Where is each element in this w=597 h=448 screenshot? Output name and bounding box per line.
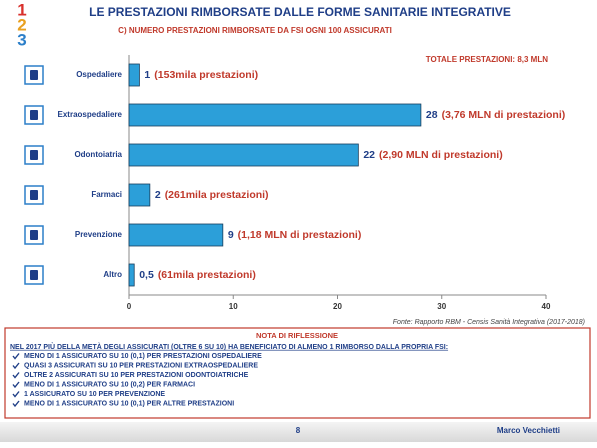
x-tick-label: 10 (229, 302, 238, 311)
icon-glyph (30, 70, 38, 80)
check-icon (12, 353, 20, 360)
note-box (4, 327, 591, 419)
x-tick-label: 40 (542, 302, 551, 311)
value-number: 1 (144, 69, 150, 81)
value-label: 2 (261mila prestazioni) (155, 189, 269, 201)
bar (128, 263, 135, 287)
icon-glyph (30, 270, 38, 280)
x-tick-label: 20 (333, 302, 342, 311)
x-tick-label: 0 (127, 302, 132, 311)
x-tick-label: 30 (437, 302, 446, 311)
value-label: 0,5 (61mila prestazioni) (139, 269, 256, 281)
icon-glyph (30, 230, 38, 240)
author: Marco Vecchietti (497, 426, 560, 435)
bar (128, 143, 359, 167)
source: Fonte: Rapporto RBM - Censis Sanità Inte… (393, 319, 585, 326)
bar (128, 63, 140, 87)
icon-glyph (30, 190, 38, 200)
check-icon (12, 381, 20, 389)
icon-glyph (30, 150, 38, 160)
chart-subtitle: C) NUMERO PRESTAZIONI RIMBORSATE DA FSI … (118, 26, 392, 35)
chart-title: LE PRESTAZIONI RIMBORSATE DALLE FORME SA… (89, 5, 511, 19)
note-item: MENO DI 1 ASSICURATO SU 10 (0,1) PER ALT… (24, 400, 234, 407)
value-annotation: (3,76 MLN di prestazioni) (442, 109, 566, 121)
logo-digit: 1 (17, 0, 26, 19)
value-number: 9 (228, 229, 234, 241)
value-label: 22 (2,90 MLN di prestazioni) (363, 149, 502, 161)
note-lead: NEL 2017 PIÙ DELLA METÀ DEGLI ASSICURATI… (10, 342, 448, 351)
check-icon (12, 391, 20, 398)
category-label: Odontoiatria (74, 150, 122, 159)
value-label: 1 (153mila prestazioni) (144, 69, 258, 81)
value-number: 2 (155, 189, 161, 201)
category-label: Prevenzione (75, 230, 123, 239)
note-item: MENO DI 1 ASSICURATO SU 10 (0,2) PER FAR… (24, 381, 195, 388)
value-annotation: (1,18 MLN di prestazioni) (238, 229, 362, 241)
logo-digit: 3 (17, 30, 26, 49)
category-label: Extraospedaliere (58, 110, 123, 119)
check-icon (12, 362, 20, 370)
category-label: Ospedaliere (76, 70, 122, 79)
check-icon (12, 372, 20, 379)
icon-glyph (30, 110, 38, 120)
value-label: 9 (1,18 MLN di prestazioni) (228, 229, 362, 241)
total-note: TOTALE PRESTAZIONI: 8,3 MLN (426, 55, 548, 64)
note-item: QUASI 3 ASSICURATI SU 10 PER PRESTAZIONI… (24, 362, 258, 369)
value-number: 22 (363, 149, 375, 161)
value-annotation: (153mila prestazioni) (154, 69, 258, 81)
category-label: Farmaci (91, 190, 122, 199)
value-annotation: (61mila prestazioni) (158, 269, 256, 281)
note-item: 1 ASSICURATO SU 10 PER PREVENZIONE (24, 391, 165, 398)
category-label: Altro (103, 270, 122, 279)
check-icon (12, 400, 20, 408)
value-number: 0,5 (139, 269, 154, 281)
note-title: NOTA DI RIFLESSIONE (256, 331, 338, 340)
bar (128, 103, 422, 127)
value-annotation: (261mila prestazioni) (165, 189, 269, 201)
logo-digit: 2 (17, 15, 26, 34)
note-item: OLTRE 2 ASSICURATI SU 10 PER PRESTAZIONI… (24, 372, 249, 379)
value-label: 28 (3,76 MLN di prestazioni) (426, 109, 565, 121)
footer-bar (0, 422, 597, 442)
bar (128, 183, 151, 207)
note-item: MENO DI 1 ASSICURATO SU 10 (0,1) PER PRE… (24, 353, 262, 360)
value-annotation: (2,90 MLN di prestazioni) (379, 149, 503, 161)
bar (128, 223, 224, 247)
page-number: 8 (296, 426, 301, 435)
value-number: 28 (426, 109, 438, 121)
